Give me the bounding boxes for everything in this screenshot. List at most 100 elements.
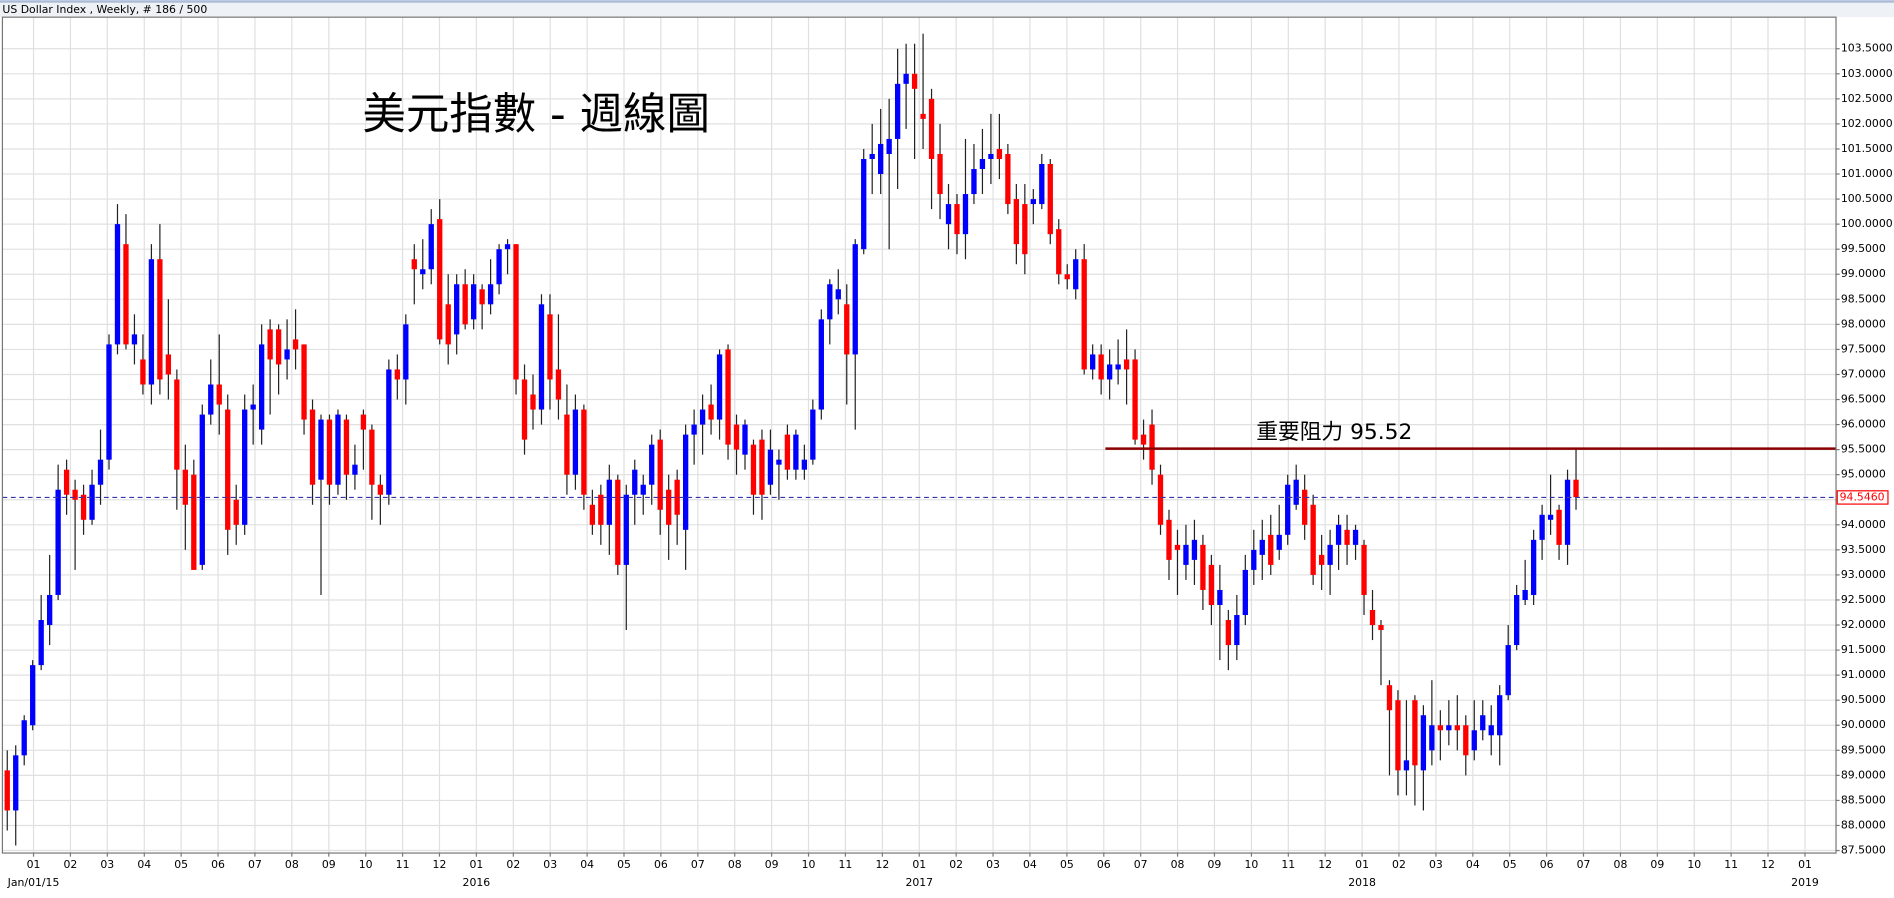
y-tick-label: 102.5000 xyxy=(1841,92,1893,105)
candle-body xyxy=(928,98,935,159)
candle-body xyxy=(46,594,53,626)
candle-body xyxy=(1022,204,1028,255)
x-tick-label: 07 xyxy=(248,858,262,871)
candle-body xyxy=(640,484,646,495)
candle-body xyxy=(1208,564,1215,605)
candle-body xyxy=(1251,549,1257,570)
candle-body xyxy=(937,153,943,195)
candle-body xyxy=(30,665,36,726)
x-tick-label: 07 xyxy=(1134,858,1148,871)
y-tick-label: 98.5000 xyxy=(1841,292,1886,305)
candle-body xyxy=(1556,509,1562,545)
y-tick-label: 96.0000 xyxy=(1841,418,1886,431)
candle-body xyxy=(360,414,367,430)
y-tick-label: 91.5000 xyxy=(1841,643,1886,656)
x-tick-label: 01 xyxy=(1798,858,1812,871)
x-tick-label: 06 xyxy=(654,858,668,871)
candle-body xyxy=(106,344,112,460)
candle-body xyxy=(649,444,655,485)
candle-body xyxy=(97,459,104,485)
y-tick-label: 101.0000 xyxy=(1841,167,1893,180)
candle-body xyxy=(827,284,833,320)
candle-body xyxy=(861,158,867,250)
candle-body xyxy=(148,259,155,385)
candle-body xyxy=(1098,354,1104,380)
candle-body xyxy=(699,409,706,425)
candle-body xyxy=(1395,700,1401,771)
candle-body xyxy=(386,369,392,495)
x-tick-label: 02 xyxy=(64,858,78,871)
x-tick-label: 03 xyxy=(100,858,114,871)
candle-body xyxy=(674,479,680,515)
candle-body xyxy=(1166,519,1172,560)
candle-body xyxy=(72,489,78,500)
candle-body xyxy=(343,419,350,475)
candle-body xyxy=(1539,514,1545,540)
candle-body xyxy=(1073,259,1079,290)
candle-body xyxy=(1285,484,1291,535)
candle-body xyxy=(38,620,44,666)
candle-body xyxy=(1378,625,1384,631)
candle-body xyxy=(708,404,714,420)
candle-body xyxy=(623,494,629,565)
y-tick-label: 92.0000 xyxy=(1841,618,1886,631)
candle-body xyxy=(1191,539,1198,560)
x-tick-label: 08 xyxy=(285,858,299,871)
candle-body xyxy=(352,464,358,475)
candle-body xyxy=(1234,615,1240,646)
candle-body xyxy=(454,284,460,335)
candle-body xyxy=(123,244,129,345)
candle-body xyxy=(63,469,70,495)
candle-body xyxy=(1454,725,1460,731)
candle-body xyxy=(1497,695,1503,736)
resistance-label: 重要阻力 95.52 xyxy=(1256,420,1412,445)
x-year-label: Jan/01/15 xyxy=(7,876,60,889)
x-tick-label: 12 xyxy=(1761,858,1775,871)
candle-body xyxy=(1361,544,1367,595)
y-tick-label: 90.5000 xyxy=(1841,693,1886,706)
candle-body xyxy=(191,474,197,570)
x-tick-label: 03 xyxy=(986,858,1000,871)
candle-body xyxy=(487,284,494,305)
y-tick-label: 88.0000 xyxy=(1841,818,1886,831)
candle-body xyxy=(1106,364,1113,380)
candle-body xyxy=(80,494,87,520)
candle-body xyxy=(1293,479,1299,505)
candle-body xyxy=(784,434,791,470)
candle-body xyxy=(428,224,434,270)
candle-body xyxy=(1514,594,1520,646)
candle-body xyxy=(513,244,519,380)
y-tick-label: 90.0000 xyxy=(1841,718,1886,731)
x-tick-label: 10 xyxy=(359,858,373,871)
candle-body xyxy=(216,384,222,405)
candle-body xyxy=(1420,715,1427,771)
candle-body xyxy=(462,284,468,325)
x-tick-label: 09 xyxy=(765,858,779,871)
x-tick-label: 07 xyxy=(1577,858,1591,871)
candle-body xyxy=(1174,544,1181,550)
x-tick-label: 01 xyxy=(912,858,926,871)
candle-body xyxy=(1039,164,1045,205)
candle-body xyxy=(1013,199,1020,245)
candle-body xyxy=(1310,504,1316,575)
candle-body xyxy=(182,469,188,505)
candle-body xyxy=(1564,479,1571,545)
x-tick-label: 01 xyxy=(27,858,41,871)
candle-body xyxy=(131,334,138,345)
candle-body xyxy=(979,158,986,170)
candle-body xyxy=(1522,589,1528,600)
candle-body xyxy=(844,304,850,355)
candle-body xyxy=(1488,725,1494,736)
candle-body xyxy=(547,314,553,380)
x-tick-label: 08 xyxy=(1171,858,1185,871)
candle-body xyxy=(258,344,265,430)
x-year-label: 2018 xyxy=(1348,876,1376,889)
candle-body xyxy=(725,349,731,445)
candle-body xyxy=(1437,725,1444,731)
candle-body xyxy=(403,324,409,380)
candle-body xyxy=(55,489,61,595)
candle-body xyxy=(21,720,27,756)
x-tick-label: 04 xyxy=(1023,858,1037,871)
candle-body xyxy=(318,419,324,480)
